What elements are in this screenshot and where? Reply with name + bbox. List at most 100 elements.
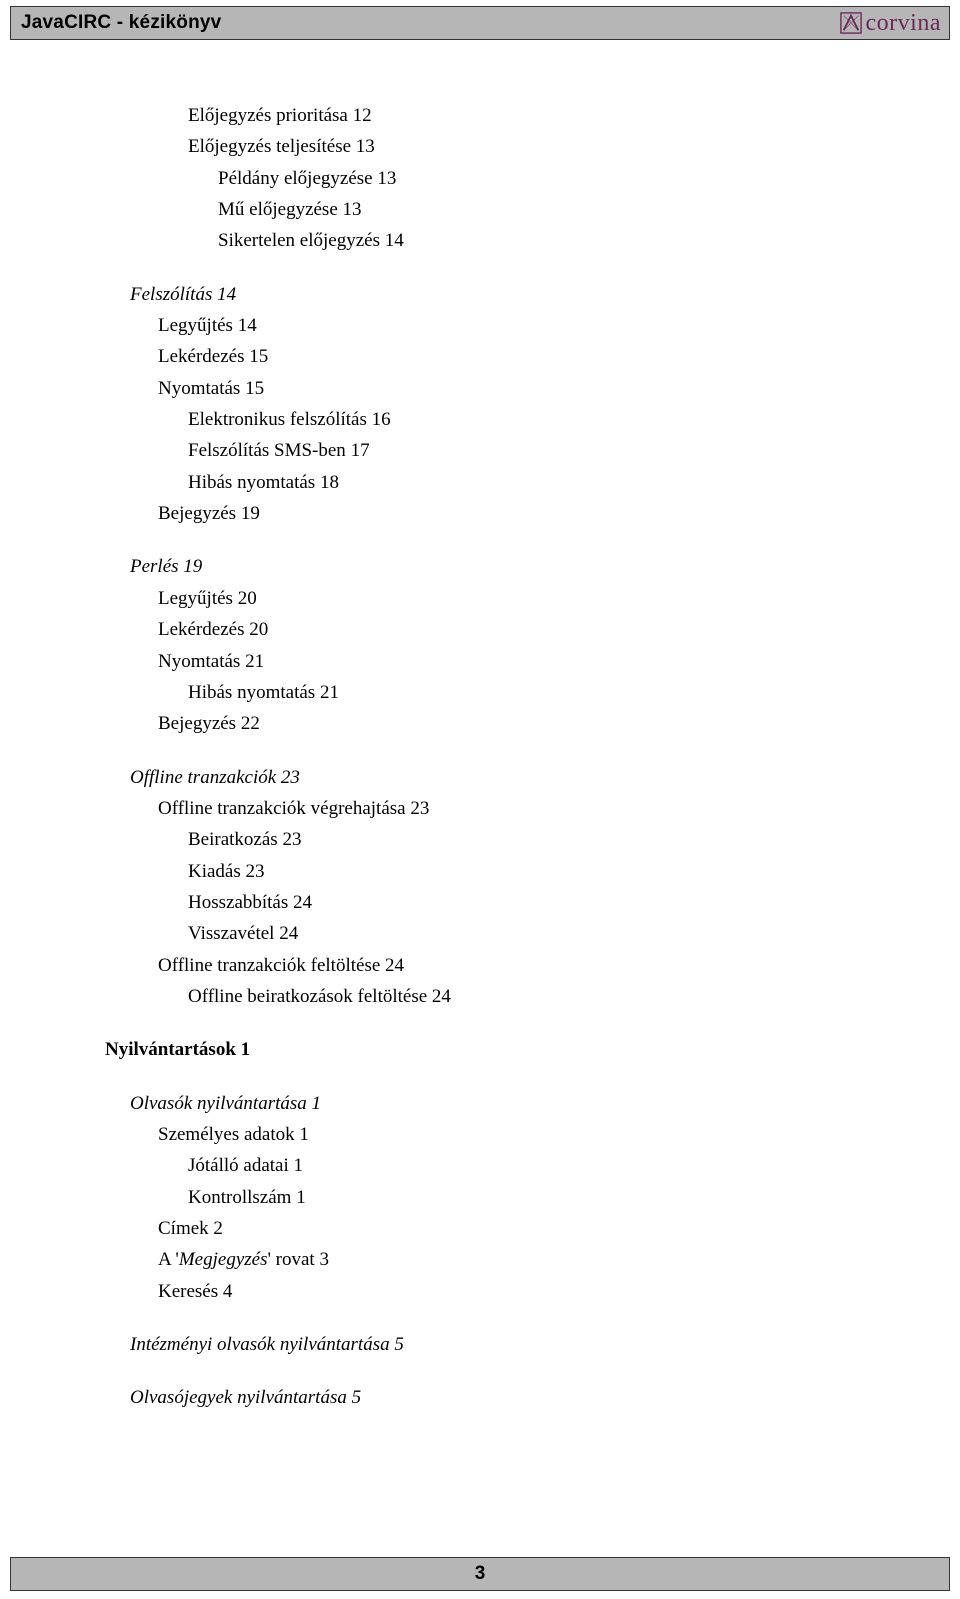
toc-entry-label-prefix: A ' [158, 1249, 179, 1270]
toc-entry[interactable]: Hibás nyomtatás 21 [0, 677, 960, 708]
toc-entry-label: Beiratkozás [188, 829, 282, 850]
toc-entry[interactable]: Elektronikus felszólítás 16 [0, 404, 960, 435]
toc-entry[interactable]: Nyomtatás 21 [0, 646, 960, 677]
toc-group: Előjegyzés prioritása 12Előjegyzés telje… [0, 100, 960, 257]
toc-entry[interactable]: Lekérdezés 20 [0, 614, 960, 645]
toc-entry-page: 13 [343, 199, 362, 220]
toc-entry-label: Személyes adatok [158, 1124, 299, 1145]
toc-group: Olvasójegyek nyilvántartása 5 [0, 1382, 960, 1413]
toc-entry[interactable]: Hibás nyomtatás 18 [0, 467, 960, 498]
toc-entry[interactable]: Beiratkozás 23 [0, 824, 960, 855]
toc-entry[interactable]: Keresés 4 [0, 1276, 960, 1307]
toc-entry-page: 13 [356, 136, 375, 157]
toc-entry[interactable]: Bejegyzés 19 [0, 498, 960, 529]
toc-entry-label: Keresés [158, 1281, 223, 1302]
toc-entry-label: Legyűjtés [158, 315, 238, 336]
toc-group: Felszólítás 14Legyűjtés 14Lekérdezés 15N… [0, 279, 960, 530]
toc-entry[interactable]: Offline tranzakciók feltöltése 24 [0, 950, 960, 981]
toc-entry-label: Visszavétel [188, 923, 279, 944]
toc-entry-page: 24 [432, 986, 451, 1007]
toc-entry-page: 4 [223, 1281, 233, 1302]
toc-entry[interactable]: Offline tranzakciók végrehajtása 23 [0, 793, 960, 824]
toc-entry-label: Legyűjtés [158, 588, 238, 609]
toc-entry[interactable]: Kiadás 23 [0, 856, 960, 887]
toc-entry[interactable]: Legyűjtés 20 [0, 583, 960, 614]
toc-entry-label: Előjegyzés teljesítése [188, 136, 356, 157]
header-title: JavaCIRC - kézikönyv [21, 12, 221, 34]
toc-entry[interactable]: Mű előjegyzése 13 [0, 194, 960, 225]
toc-entry-label: Hibás nyomtatás [188, 472, 320, 493]
toc-entry[interactable]: Offline beiratkozások feltöltése 24 [0, 981, 960, 1012]
toc-entry-page: 13 [377, 168, 396, 189]
toc-entry[interactable]: Nyilvántartások 1 [0, 1034, 960, 1065]
toc-entry-page: 18 [320, 472, 339, 493]
toc-entry[interactable]: Előjegyzés teljesítése 13 [0, 131, 960, 162]
toc-entry[interactable]: Jótálló adatai 1 [0, 1150, 960, 1181]
toc-entry-page: 1 [296, 1187, 306, 1208]
toc-entry[interactable]: Visszavétel 24 [0, 918, 960, 949]
toc-entry[interactable]: Intézményi olvasók nyilvántartása 5 [0, 1329, 960, 1360]
toc-entry[interactable]: Címek 2 [0, 1213, 960, 1244]
toc-entry-page: 1 [299, 1124, 309, 1145]
toc-entry[interactable]: Előjegyzés prioritása 12 [0, 100, 960, 131]
toc-entry[interactable]: Felszólítás SMS-ben 17 [0, 435, 960, 466]
toc-entry[interactable]: Offline tranzakciók 23 [0, 762, 960, 793]
toc-entry-label: Bejegyzés [158, 713, 241, 734]
toc-entry[interactable]: Példány előjegyzése 13 [0, 163, 960, 194]
toc-entry-page: 16 [372, 409, 391, 430]
toc-group: Offline tranzakciók 23Offline tranzakció… [0, 762, 960, 1013]
toc-entry-page: 20 [249, 619, 268, 640]
toc-entry[interactable]: Olvasók nyilvántartása 1 [0, 1088, 960, 1119]
footer-bar: 3 [10, 1557, 950, 1591]
toc-entry-page: 19 [183, 556, 202, 577]
toc-entry[interactable]: Legyűjtés 14 [0, 310, 960, 341]
toc-entry[interactable]: Hosszabbítás 24 [0, 887, 960, 918]
toc-group: Nyilvántartások 1 [0, 1034, 960, 1065]
toc-entry[interactable]: Nyomtatás 15 [0, 373, 960, 404]
toc-entry-page: 15 [245, 378, 264, 399]
logo-icon [840, 12, 862, 34]
toc-entry-label: Elektronikus felszólítás [188, 409, 372, 430]
toc-entry-label: Sikertelen előjegyzés [218, 230, 385, 251]
toc-entry[interactable]: Felszólítás 14 [0, 279, 960, 310]
toc-entry-page: 14 [217, 284, 236, 305]
toc-entry-page: 23 [282, 829, 301, 850]
toc-entry[interactable]: Lekérdezés 15 [0, 341, 960, 372]
table-of-contents: Előjegyzés prioritása 12Előjegyzés telje… [0, 100, 960, 1414]
toc-entry-label: Bejegyzés [158, 503, 241, 524]
toc-entry-page: 21 [320, 682, 339, 703]
toc-entry-label: Hibás nyomtatás [188, 682, 320, 703]
toc-entry-page: 5 [394, 1334, 404, 1355]
toc-entry[interactable]: Sikertelen előjegyzés 14 [0, 225, 960, 256]
toc-entry[interactable]: A 'Megjegyzés' rovat 3 [0, 1244, 960, 1275]
toc-entry-label: Offline tranzakciók végrehajtása [158, 798, 410, 819]
toc-entry-label: Lekérdezés [158, 346, 249, 367]
toc-entry-page: 1 [241, 1039, 251, 1060]
toc-entry[interactable]: Olvasójegyek nyilvántartása 5 [0, 1382, 960, 1413]
toc-entry-label: Hosszabbítás [188, 892, 293, 913]
toc-entry-label: Jótálló adatai [188, 1155, 294, 1176]
toc-entry-page: 23 [246, 861, 265, 882]
toc-entry[interactable]: Személyes adatok 1 [0, 1119, 960, 1150]
toc-entry-page: 20 [238, 588, 257, 609]
toc-entry-page: 1 [312, 1093, 322, 1114]
toc-entry-page: 17 [351, 440, 370, 461]
toc-entry-label: Felszólítás [130, 284, 217, 305]
toc-entry-label: Címek [158, 1218, 213, 1239]
toc-entry[interactable]: Bejegyzés 22 [0, 708, 960, 739]
toc-entry-label: Offline tranzakciók [130, 767, 281, 788]
logo-text: corvina [866, 10, 941, 37]
toc-entry-label: Olvasójegyek nyilvántartása [130, 1387, 352, 1408]
toc-entry-label: Nyomtatás [158, 378, 245, 399]
toc-entry-label: Offline beiratkozások feltöltése [188, 986, 432, 1007]
toc-entry-label: Olvasók nyilvántartása [130, 1093, 312, 1114]
toc-entry-label: Mű előjegyzése [218, 199, 343, 220]
toc-entry-label: Intézményi olvasók nyilvántartása [130, 1334, 394, 1355]
toc-entry-page: 24 [279, 923, 298, 944]
toc-entry[interactable]: Perlés 19 [0, 551, 960, 582]
toc-group: Perlés 19Legyűjtés 20Lekérdezés 20Nyomta… [0, 551, 960, 739]
toc-entry[interactable]: Kontrollszám 1 [0, 1182, 960, 1213]
toc-entry-page: 3 [319, 1249, 329, 1270]
header-logo: corvina [840, 10, 941, 37]
toc-entry-page: 15 [249, 346, 268, 367]
